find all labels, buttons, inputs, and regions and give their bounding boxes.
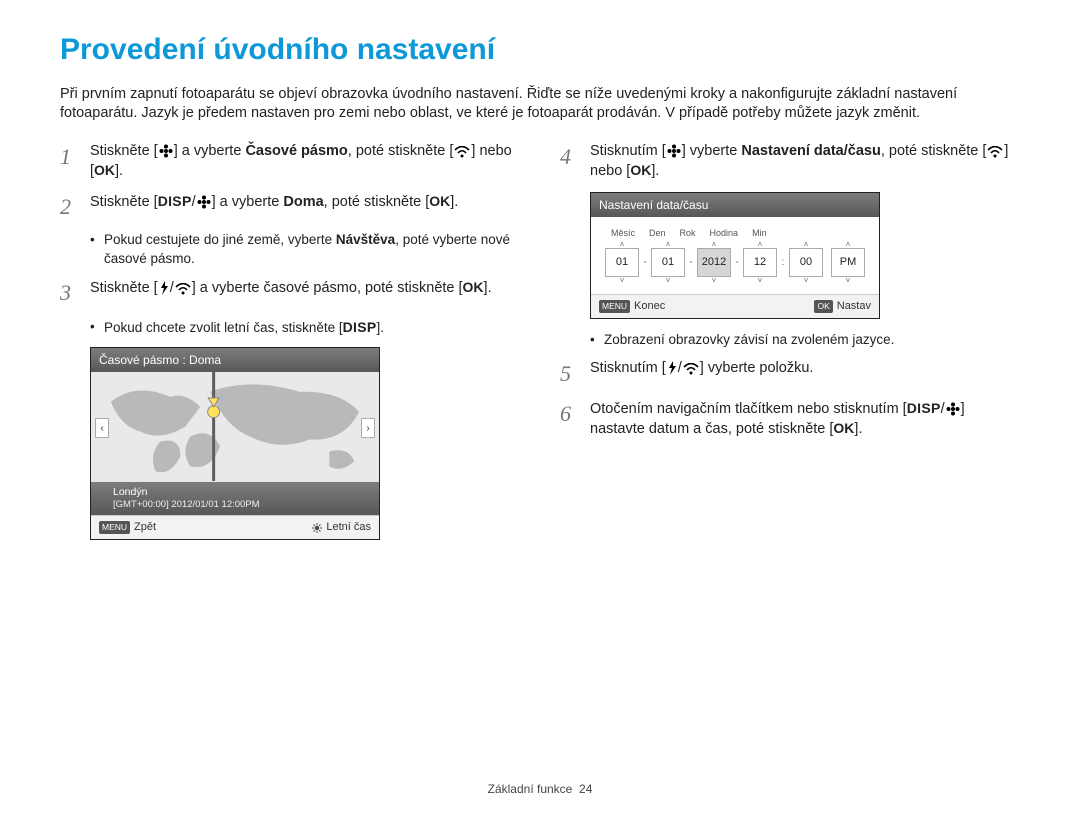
datetime-body: Měsíc Den Rok Hodina Min ˄01˅ - ˄01˅ - ˄… xyxy=(591,217,879,294)
step-number: 1 xyxy=(60,142,90,182)
map-left-button[interactable]: ‹ xyxy=(95,418,109,438)
datetime-cells: ˄01˅ - ˄01˅ - ˄2012˅ - ˄12˅ : ˄00˅ ˄PM˅ xyxy=(605,241,865,284)
ok-icon: OK xyxy=(94,162,115,178)
back-button[interactable]: MENUZpět xyxy=(99,520,156,535)
step-number: 3 xyxy=(60,278,90,308)
step-3: 3 Stiskněte [/] a vyberte časové pásmo, … xyxy=(60,278,520,308)
datetime-screen-footer: MENUKonec OKNastav xyxy=(591,294,879,318)
flower-icon xyxy=(197,195,211,209)
step-6: 6 Otočením navigačním tlačítkem nebo sti… xyxy=(560,399,1020,440)
step-number: 2 xyxy=(60,192,90,222)
timezone-screen: Časové pásmo : Doma ‹ › Londýn xyxy=(90,347,380,540)
up-caret-icon[interactable]: ˄ xyxy=(846,241,851,248)
flash-icon xyxy=(159,281,169,295)
set-button[interactable]: OKNastav xyxy=(814,299,871,314)
month-cell[interactable]: 01 xyxy=(605,248,639,277)
step-3-bullet: Pokud chcete zvolit letní čas, stiskněte… xyxy=(104,318,520,337)
step-5: 5 Stisknutím [/] vyberte položku. xyxy=(560,359,1020,389)
hour-cell[interactable]: 12 xyxy=(743,248,777,277)
flower-icon xyxy=(946,402,960,416)
flower-icon xyxy=(667,144,681,158)
dst-button[interactable]: Letní čas xyxy=(311,520,371,535)
wifi-icon xyxy=(987,146,1003,158)
ok-icon: OK xyxy=(833,420,854,436)
down-caret-icon[interactable]: ˅ xyxy=(620,277,625,284)
year-cell[interactable]: 2012 xyxy=(697,248,731,277)
down-caret-icon[interactable]: ˅ xyxy=(846,277,851,284)
day-cell[interactable]: 01 xyxy=(651,248,685,277)
step-body: Otočením navigačním tlačítkem nebo stisk… xyxy=(590,399,1020,440)
up-caret-icon[interactable]: ˄ xyxy=(620,241,625,248)
disp-icon: DISP xyxy=(158,193,192,209)
sun-icon xyxy=(312,523,322,533)
step-body: Stiskněte [DISP/] a vyberte Doma, poté s… xyxy=(90,192,520,222)
ok-icon: OK xyxy=(463,279,484,295)
minute-cell[interactable]: 00 xyxy=(789,248,823,277)
up-caret-icon[interactable]: ˄ xyxy=(758,241,763,248)
datetime-screen-header: Nastavení data/času xyxy=(591,193,879,217)
flash-icon xyxy=(667,361,677,375)
wifi-icon xyxy=(175,283,191,295)
step-4-bullet: Zobrazení obrazovky závisí na zvoleném j… xyxy=(604,331,1020,349)
up-caret-icon[interactable]: ˄ xyxy=(666,241,671,248)
up-caret-icon[interactable]: ˄ xyxy=(804,241,809,248)
intro-paragraph: Při prvním zapnutí fotoaparátu se objeví… xyxy=(60,85,1020,124)
down-caret-icon[interactable]: ˅ xyxy=(804,277,809,284)
step-2: 2 Stiskněte [DISP/] a vyberte Doma, poté… xyxy=(60,192,520,222)
disp-icon: DISP xyxy=(907,400,941,416)
page-footer: Základní funkce 24 xyxy=(0,781,1080,797)
step-1: 1 Stiskněte [] a vyberte Časové pásmo, p… xyxy=(60,142,520,182)
exit-button[interactable]: MENUKonec xyxy=(599,299,665,314)
right-column: 4 Stisknutím [] vyberte Nastavení data/č… xyxy=(560,142,1020,552)
wifi-icon xyxy=(683,363,699,375)
wifi-icon xyxy=(454,146,470,158)
up-caret-icon[interactable]: ˄ xyxy=(712,241,717,248)
flower-icon xyxy=(159,144,173,158)
datetime-labels: Měsíc Den Rok Hodina Min xyxy=(611,227,865,239)
map-right-button[interactable]: › xyxy=(361,418,375,438)
datetime-screen: Nastavení data/času Měsíc Den Rok Hodina… xyxy=(590,192,880,319)
world-map-graphic xyxy=(91,372,379,481)
down-caret-icon[interactable]: ˅ xyxy=(666,277,671,284)
ampm-cell[interactable]: PM xyxy=(831,248,865,277)
step-number: 4 xyxy=(560,142,590,182)
timezone-screen-header: Časové pásmo : Doma xyxy=(91,348,379,372)
ok-icon: OK xyxy=(429,193,450,209)
content-columns: 1 Stiskněte [] a vyberte Časové pásmo, p… xyxy=(60,142,1020,552)
step-body: Stiskněte [] a vyberte Časové pásmo, pot… xyxy=(90,142,520,182)
step-2-bullet: Pokud cestujete do jiné země, vyberte Ná… xyxy=(104,231,520,267)
step-body: Stisknutím [/] vyberte položku. xyxy=(590,359,1020,389)
ok-icon: OK xyxy=(630,162,651,178)
step-body: Stiskněte [/] a vyberte časové pásmo, po… xyxy=(90,278,520,308)
timezone-screen-footer: MENUZpět Letní čas xyxy=(91,515,379,539)
step-4: 4 Stisknutím [] vyberte Nastavení data/č… xyxy=(560,142,1020,182)
down-caret-icon[interactable]: ˅ xyxy=(712,277,717,284)
left-column: 1 Stiskněte [] a vyberte Časové pásmo, p… xyxy=(60,142,520,552)
disp-icon: DISP xyxy=(343,319,377,335)
step-body: Stisknutím [] vyberte Nastavení data/čas… xyxy=(590,142,1020,182)
step-number: 6 xyxy=(560,399,590,440)
step-number: 5 xyxy=(560,359,590,389)
down-caret-icon[interactable]: ˅ xyxy=(758,277,763,284)
map-caption: Londýn [GMT+00:00] 2012/01/01 12:00PM xyxy=(91,482,379,515)
page-title: Provedení úvodního nastavení xyxy=(60,30,1020,71)
world-map: ‹ › xyxy=(91,372,379,482)
